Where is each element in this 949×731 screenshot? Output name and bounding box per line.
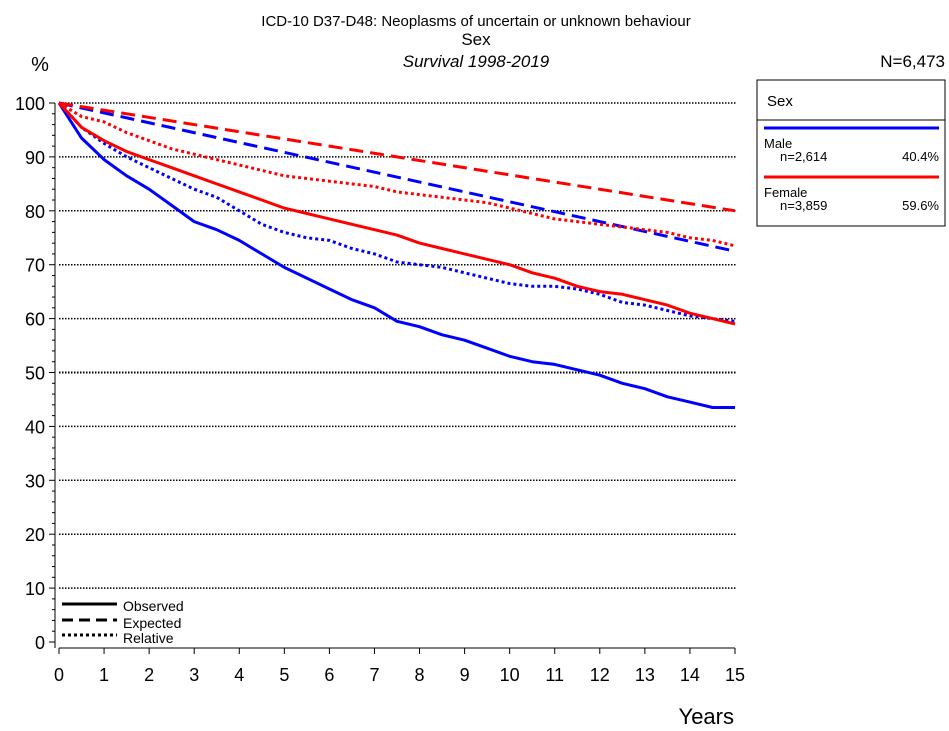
x-tick-label: 14 [680,665,700,685]
y-tick-label: 90 [25,148,45,168]
chart-subtitle: Sex [461,30,491,49]
legend-title: Sex [767,93,793,110]
y-tick-label: 20 [25,525,45,545]
x-tick-label: 3 [189,665,199,685]
key-relative-label: Relative [123,630,174,646]
x-tick-label: 0 [54,665,64,685]
y-tick-label: 100 [15,94,45,114]
chart-title: ICD-10 D37-D48: Neoplasms of uncertain o… [261,13,690,30]
y-tick-label: 60 [25,310,45,330]
series-male-expected [58,101,736,253]
x-tick-label: 11 [545,665,564,685]
n-total: N=6,473 [880,52,945,71]
y-tick-label: 0 [35,633,45,653]
series-male-relative [57,101,736,323]
legend-box [756,79,946,227]
x-tick-label: 2 [144,665,154,685]
x-tick-label: 9 [460,665,470,685]
x-tick-label: 13 [635,665,655,685]
legend-female-name: Female [764,185,807,200]
y-tick-label: 30 [25,471,45,491]
y-tick-label: 40 [25,417,45,437]
x-axis-label: Years [679,704,734,729]
legend-female-n: n=3,859 [780,198,827,213]
x-tick-label: 10 [500,665,520,685]
line-type-key: Observed Expected Relative [62,598,184,646]
x-tick-label: 4 [234,665,244,685]
survival-period: Survival 1998-2019 [403,52,550,71]
x-tick-label: 5 [279,665,289,685]
key-expected-label: Expected [123,615,181,631]
x-tick-label: 15 [725,665,745,685]
y-axis-label: % [31,54,49,76]
legend-male-name: Male [764,136,792,151]
axes [49,102,736,654]
series-male-observed [57,102,735,409]
grid-lines [59,102,737,589]
legend-female-pct: 59.6% [902,198,939,213]
y-tick-label: 50 [25,364,45,384]
sex-legend: Sex Male n=2,614 40.4% Female n=3,859 59… [756,79,946,227]
legend-male-pct: 40.4% [902,149,939,164]
series-female-observed [57,101,736,326]
series-female-relative [58,101,736,248]
y-tick-label: 10 [25,579,45,599]
x-tick-label: 1 [99,665,109,685]
series-lines [57,101,736,409]
series-female-expected [58,101,736,213]
x-tick-label: 7 [369,665,379,685]
legend-male-n: n=2,614 [780,149,827,164]
x-tick-label: 6 [324,665,334,685]
x-tick-label: 12 [590,665,610,685]
y-tick-label: 70 [25,256,45,276]
y-tick-label: 80 [25,202,45,222]
key-observed-label: Observed [123,598,184,614]
x-tick-label: 8 [415,665,425,685]
